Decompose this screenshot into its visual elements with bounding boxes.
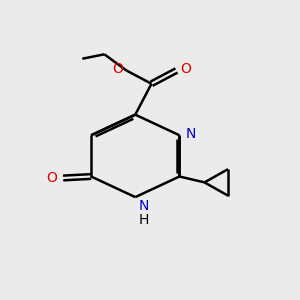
Text: O: O: [46, 171, 57, 185]
Text: O: O: [112, 62, 123, 76]
Text: N: N: [186, 127, 196, 141]
Text: H: H: [138, 213, 148, 227]
Text: N: N: [138, 199, 148, 213]
Text: O: O: [180, 62, 191, 76]
